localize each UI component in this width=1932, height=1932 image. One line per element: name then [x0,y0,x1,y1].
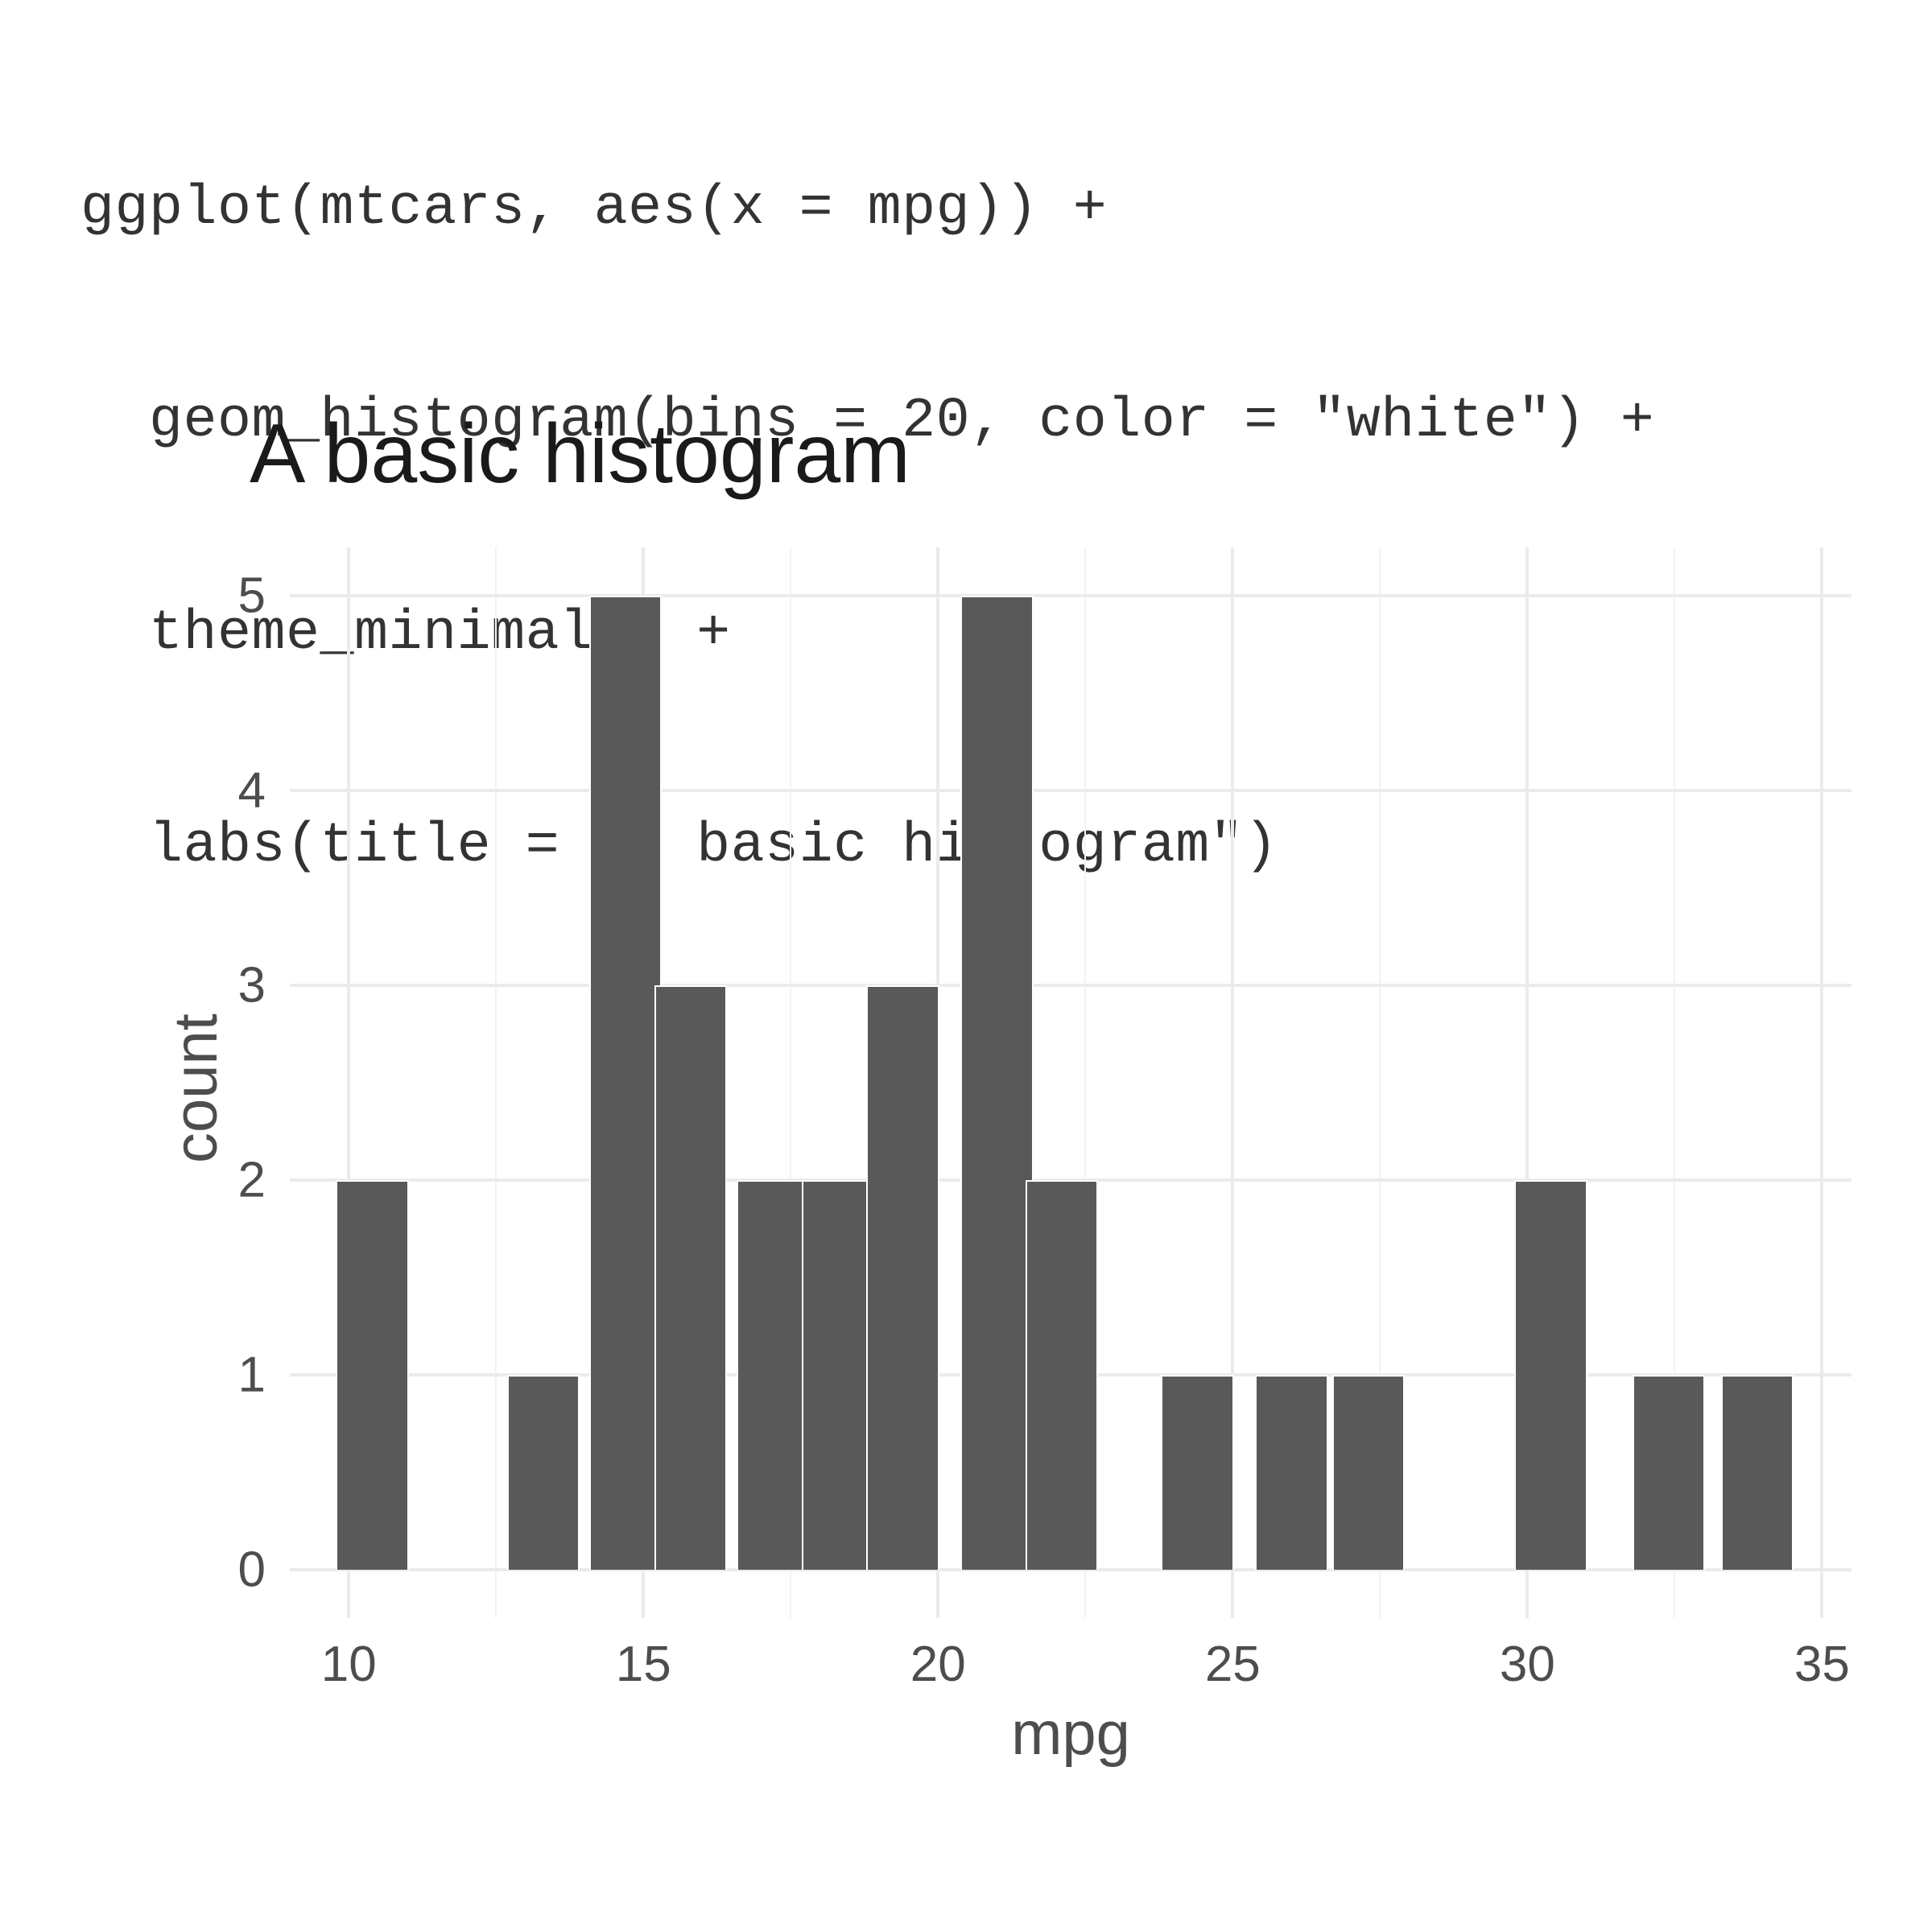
y-tick-label: 0 [238,1541,266,1598]
x-tick-label: 25 [1205,1636,1261,1693]
x-tick-label: 10 [321,1636,377,1693]
histogram-bar [960,596,1033,1569]
y-tick-label: 4 [238,762,266,819]
x-tick-label: 15 [616,1636,671,1693]
histogram-bar [589,596,662,1569]
histogram-bar [336,1180,408,1570]
histogram-bar [1633,1375,1705,1570]
x-tick-label: 30 [1500,1636,1555,1693]
grid-minor-v [495,547,497,1618]
y-tick-label: 5 [238,568,266,625]
x-axis-label: mpg [1011,1699,1130,1769]
histogram-bar [866,985,939,1569]
grid-major-v [1820,547,1823,1618]
y-tick-label: 1 [238,1346,266,1403]
histogram-bar [1255,1375,1327,1570]
grid-major-h [290,984,1852,987]
y-tick-label: 3 [238,957,266,1014]
histogram-bar [1026,1180,1098,1570]
chart-title: A basic histogram [250,407,910,502]
histogram-bar [802,1180,874,1570]
y-tick-label: 2 [238,1151,266,1208]
grid-major-h [290,594,1852,597]
histogram-bar [1161,1375,1233,1570]
y-axis-label: count [161,1013,231,1163]
grid-major-h [290,789,1852,792]
histogram-bar [1721,1375,1794,1570]
histogram-bar [654,985,727,1569]
histogram-bar [507,1375,580,1570]
histogram-bar [737,1180,809,1570]
histogram-bar [1514,1180,1587,1570]
plot-area [290,547,1852,1618]
histogram-bar [1332,1375,1405,1570]
code-line: ggplot(mtcars, aes(x = mpg)) + [80,174,1884,245]
x-tick-label: 35 [1794,1636,1850,1693]
x-tick-label: 20 [910,1636,966,1693]
